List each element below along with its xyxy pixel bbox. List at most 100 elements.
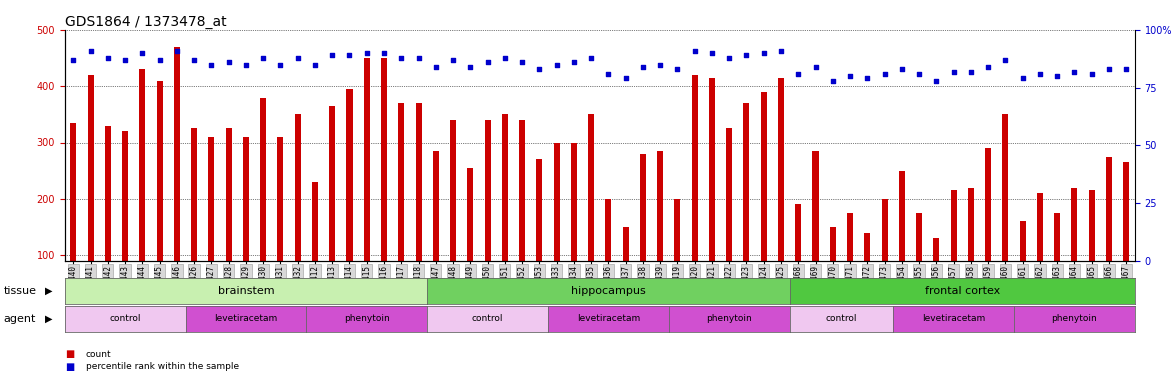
Bar (727, 128, 733, 311)
Point (461, 64, 480, 70)
Point (254, 55, 273, 61)
Bar (813, 151, 818, 311)
Bar (640, 154, 646, 311)
Text: ▶: ▶ (45, 314, 52, 324)
Bar (208, 137, 214, 311)
Point (771, 48, 790, 54)
Bar (916, 213, 922, 311)
Point (910, 71, 929, 77)
Point (306, 62, 325, 68)
Point (513, 59, 532, 65)
Point (1030, 71, 1049, 77)
Point (340, 53, 359, 58)
Point (99, 55, 118, 61)
Point (806, 64, 824, 70)
Point (270, 62, 289, 68)
Text: levetiracetam: levetiracetam (922, 314, 985, 323)
Text: brainstem: brainstem (218, 286, 274, 296)
Bar (554, 142, 560, 311)
Point (927, 78, 946, 84)
Text: count: count (86, 350, 112, 359)
Point (823, 78, 842, 84)
Point (962, 69, 981, 75)
Bar (467, 168, 473, 311)
Text: agent: agent (4, 314, 36, 324)
Bar (433, 151, 439, 311)
Bar (882, 199, 888, 311)
Bar (657, 151, 663, 311)
Bar (934, 238, 940, 311)
Point (564, 59, 583, 65)
Bar (950, 190, 956, 311)
Bar (174, 47, 180, 311)
Text: hippocampus: hippocampus (572, 286, 646, 296)
Point (375, 50, 394, 56)
Text: control: control (109, 314, 141, 323)
Bar (502, 114, 508, 311)
Point (582, 55, 601, 61)
Point (151, 57, 169, 63)
Bar (674, 199, 681, 311)
Bar (1020, 221, 1025, 311)
Bar (87, 75, 94, 311)
Bar (536, 159, 542, 311)
Text: GDS1864 / 1373478_at: GDS1864 / 1373478_at (65, 15, 226, 29)
Point (443, 57, 462, 63)
Bar (847, 213, 853, 311)
Point (841, 73, 860, 79)
Point (944, 69, 963, 75)
Point (288, 55, 307, 61)
Point (547, 62, 566, 68)
Text: levetiracetam: levetiracetam (576, 314, 640, 323)
Point (219, 59, 238, 65)
Point (1117, 66, 1136, 72)
Bar (312, 182, 318, 311)
Point (686, 48, 704, 54)
Bar (363, 58, 369, 311)
Bar (1105, 157, 1112, 311)
Point (650, 62, 669, 68)
Point (530, 66, 549, 72)
Bar (985, 148, 991, 311)
Bar (243, 137, 249, 311)
Text: levetiracetam: levetiracetam (214, 314, 278, 323)
Bar (71, 123, 76, 311)
Bar (898, 171, 904, 311)
Point (236, 62, 255, 68)
Text: ▶: ▶ (45, 286, 52, 296)
Point (427, 64, 446, 70)
Point (702, 50, 721, 56)
Point (409, 55, 428, 61)
Bar (226, 128, 232, 311)
Bar (570, 142, 577, 311)
Text: control: control (472, 314, 503, 323)
Bar (139, 69, 146, 311)
Point (978, 64, 997, 70)
Point (392, 55, 410, 61)
Point (668, 66, 687, 72)
Text: phenytoin: phenytoin (707, 314, 753, 323)
Bar (260, 98, 266, 311)
Point (479, 59, 497, 65)
Bar (606, 199, 612, 311)
Text: ■: ■ (65, 350, 74, 359)
Bar (1002, 114, 1008, 311)
Bar (588, 114, 594, 311)
Bar (1054, 213, 1061, 311)
Point (634, 64, 653, 70)
Point (857, 75, 876, 81)
Bar (122, 131, 128, 311)
Bar (105, 126, 111, 311)
Point (322, 53, 341, 58)
Point (185, 57, 203, 63)
Text: phenytoin: phenytoin (1051, 314, 1097, 323)
Bar (709, 78, 715, 311)
Point (81, 48, 100, 54)
Bar (830, 227, 836, 311)
Point (720, 55, 739, 61)
Text: control: control (826, 314, 857, 323)
Point (1048, 73, 1067, 79)
Point (754, 50, 773, 56)
Point (115, 57, 134, 63)
Bar (779, 78, 784, 311)
